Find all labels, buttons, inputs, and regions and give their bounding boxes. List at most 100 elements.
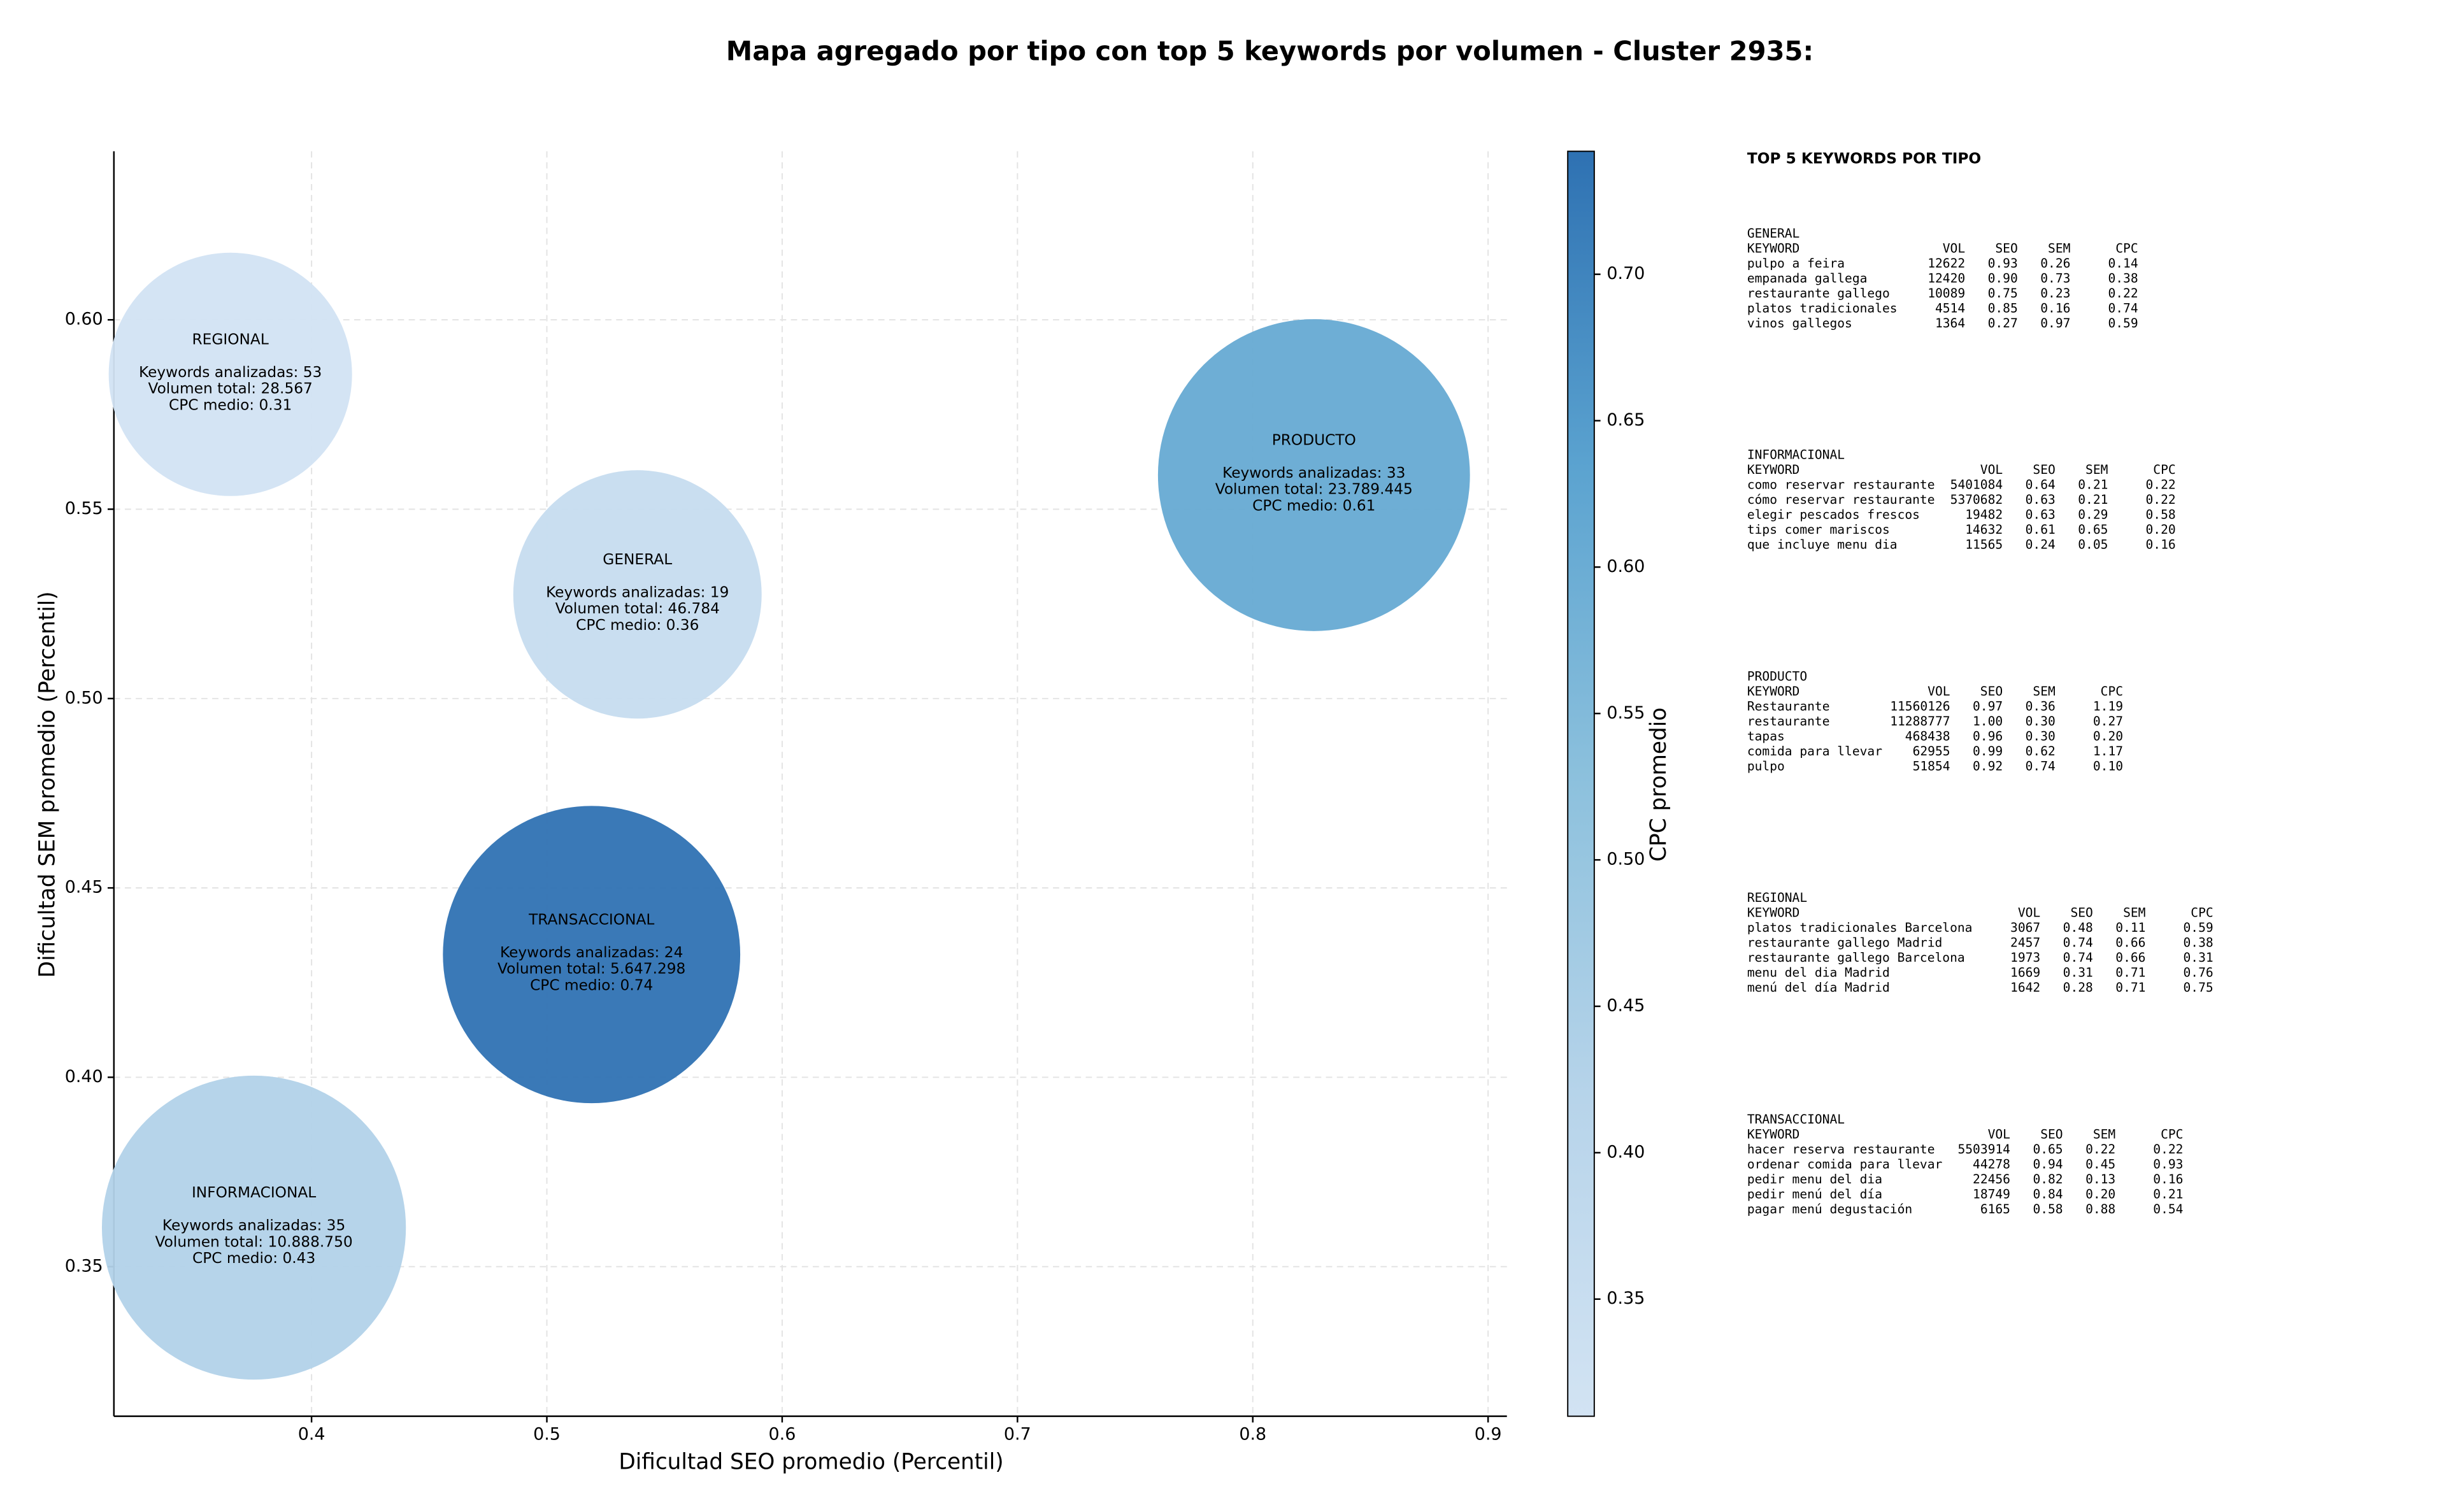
x-tick-label: 0.4 [298,1425,325,1444]
table-cell: 468438 [1905,729,1950,743]
x-tick-label: 0.7 [1004,1425,1031,1444]
bubble-label: Volumen total: 46.784 [555,600,720,617]
table-cell: vinos gallegos [1747,316,1852,331]
table-cell: menú del día Madrid [1747,980,1890,995]
table-cell: 0.66 [2115,936,2145,950]
table-cell: 0.20 [2146,522,2176,537]
table-cell: 1.00 [1973,714,2003,729]
bubble-label: REGIONAL [192,331,269,348]
table-cell: 0.27 [1988,316,2018,331]
bubble [1157,319,1470,631]
table-cell: restaurante gallego Barcelona [1747,950,1965,965]
table-header: SEO [1980,684,2003,699]
colorbar-tick-label: 0.45 [1606,995,1645,1015]
table-cell: 10089 [1927,286,1965,301]
x-tick-label: 0.5 [533,1425,561,1444]
table-cell: 0.99 [1973,744,2003,759]
table-cell: 0.48 [2063,920,2093,935]
table-cell: 0.63 [2026,508,2056,522]
table-cell: platos tradicionales Barcelona [1747,920,1973,935]
y-axis-label: Dificultad SEM promedio (Percentil) [34,591,60,978]
table-cell: 0.74 [2108,301,2138,315]
table-cell: 12622 [1927,256,1965,271]
table-cell: tapas [1747,729,1785,743]
table-cell: 0.10 [2093,759,2123,773]
table-cell: 0.21 [2078,492,2108,507]
table-cell: 0.93 [2153,1157,2183,1171]
table-cell: 4514 [1935,301,1965,315]
table-cell: 0.82 [2033,1172,2063,1187]
table-cell: 0.65 [2078,522,2108,537]
table-cell: 0.66 [2115,950,2145,965]
colorbar-tick-label: 0.55 [1606,703,1645,723]
table-cell: 0.22 [2146,478,2176,492]
y-tick-label: 0.50 [65,688,103,708]
bubble [101,1075,406,1380]
table-header: SEM [2085,462,2108,477]
y-tick-label: 0.35 [65,1256,103,1276]
table-cell: 0.75 [2184,980,2214,995]
table-cell: tips comer mariscos [1747,522,1890,537]
table-cell: 0.65 [2033,1142,2063,1157]
table-cell: 0.05 [2078,538,2108,552]
table-header: SEM [2048,241,2070,255]
table-header: VOL [1927,684,1950,699]
table-header: CPC [2153,462,2175,477]
table-cell: 11288777 [1890,714,1950,729]
table-cell: restaurante [1747,714,1830,729]
colorbar-tick-label: 0.35 [1606,1288,1645,1308]
bubble-label: Volumen total: 23.789.445 [1215,481,1413,498]
table-header: CPC [2115,241,2138,255]
table-cell: comida para llevar [1747,744,1882,759]
bubble [513,470,762,719]
y-tick-label: 0.55 [65,499,103,518]
table-cell: 0.26 [2040,256,2070,271]
table-cell: 0.58 [2146,508,2176,522]
table-header: SEO [2033,462,2055,477]
table-cell: 0.97 [2040,316,2070,331]
table-cell: 0.71 [2115,966,2145,980]
table-cell: 44278 [1973,1157,2010,1171]
table-cell: 0.16 [2040,301,2070,315]
table-cell: 1.19 [2093,699,2123,713]
table-cell: 51854 [1913,759,1950,773]
bubble [443,806,741,1104]
table-cell: restaurante gallego Madrid [1747,936,1942,950]
section-title: PRODUCTO [1747,669,1807,683]
table-cell: 14632 [1965,522,2003,537]
colorbar-tick-label: 0.70 [1606,264,1645,283]
table-cell: 0.92 [1973,759,2003,773]
table-header: SEM [2123,906,2145,920]
table-cell: 0.71 [2115,980,2145,995]
table-header: VOL [1980,462,2003,477]
table-cell: 0.38 [2184,936,2214,950]
x-axis-label: Dificultad SEO promedio (Percentil) [619,1450,1003,1475]
table-cell: platos tradicionales [1747,301,1898,315]
table-cell: 5370682 [1950,492,2003,507]
table-cell: 0.38 [2108,271,2138,285]
table-cell: 22456 [1973,1172,2010,1187]
table-header: CPC [2191,906,2213,920]
table-cell: 0.62 [2026,744,2056,759]
table-cell: 0.24 [2026,538,2056,552]
table-cell: 0.90 [1988,271,2018,285]
table-cell: 0.29 [2078,508,2108,522]
bubble-label: GENERAL [603,551,672,568]
table-cell: 1364 [1935,316,1965,331]
table-cell: 0.22 [2108,286,2138,301]
bubble [108,252,352,496]
table-cell: 0.28 [2063,980,2093,995]
table-cell: 1642 [2010,980,2040,995]
table-cell: 0.84 [2033,1187,2063,1201]
table-cell: 6165 [1980,1202,2010,1216]
table-cell: 2457 [2010,936,2040,950]
bubble-label: Volumen total: 5.647.298 [497,960,685,978]
table-cell: pagar menú degustación [1747,1202,1912,1216]
bubble-label: Keywords analizadas: 19 [546,583,729,601]
table-cell: 0.73 [2040,271,2070,285]
table-cell: 5401084 [1950,478,2003,492]
table-cell: 0.64 [2026,478,2056,492]
section-title: REGIONAL [1747,890,1807,905]
table-cell: menu del dia Madrid [1747,966,1890,980]
